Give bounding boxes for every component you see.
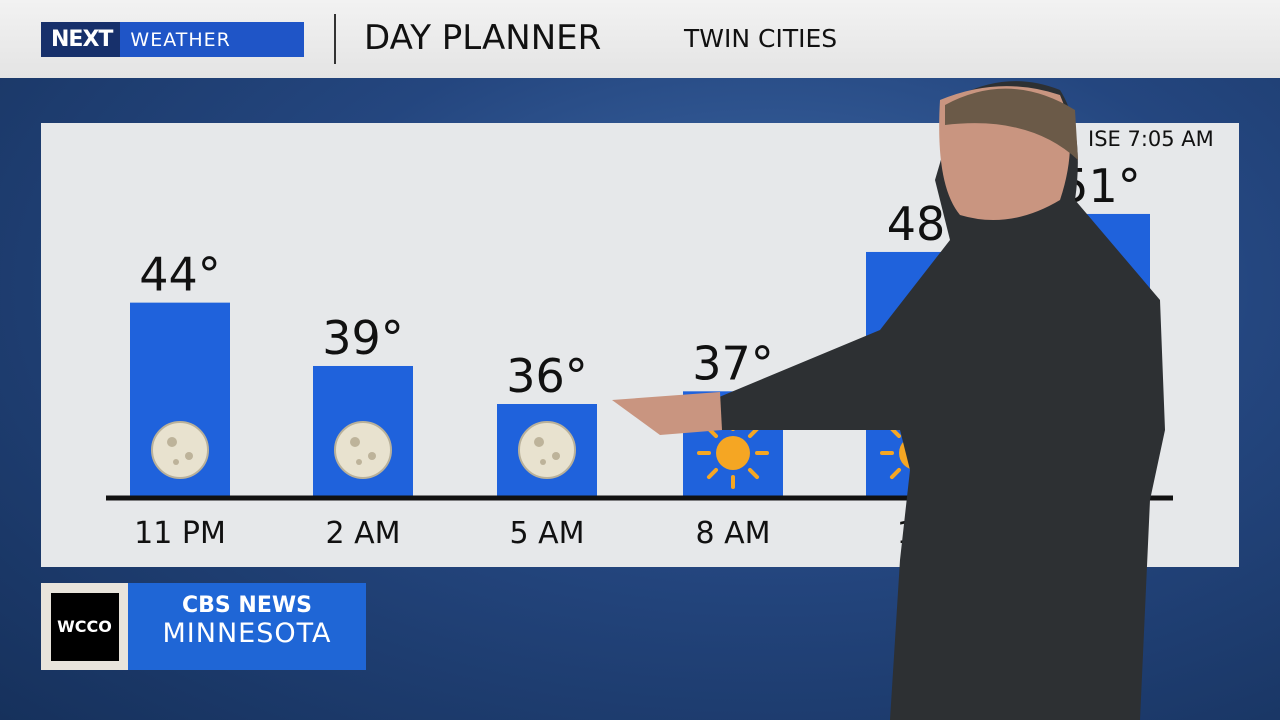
x-tick-label: 5 AM — [509, 516, 584, 551]
brand-next: NEXT — [41, 22, 121, 57]
x-tick-label: 11 PM — [134, 516, 226, 551]
cbs-news-minnesota-logo: WCCO CBS NEWS MINNESOTA — [41, 583, 366, 670]
wcco-logo: WCCO — [50, 592, 119, 661]
bar-group: 36° 5 AM — [497, 349, 597, 551]
x-tick-label: 8 AM — [695, 516, 770, 551]
x-tick-label: 2 AM — [325, 516, 400, 551]
sunrise-time: ISE 7:05 AM — [1088, 127, 1214, 151]
presenter-hand — [612, 392, 722, 435]
brand-weather: WEATHER — [130, 28, 231, 51]
cbs-news-label: CBS NEWS — [182, 593, 312, 618]
minnesota-label: MINNESOTA — [162, 618, 332, 649]
presenter-body — [712, 81, 1165, 720]
moon-icon — [518, 421, 576, 479]
next-weather-logo: NEXT WEATHER — [41, 22, 304, 57]
bar-value-label: 36° — [506, 349, 588, 403]
bar-value-label: 48 — [887, 197, 946, 251]
bar-group: 39° 2 AM — [313, 311, 413, 551]
presenter-hair — [945, 88, 1078, 160]
header-bar: NEXT WEATHER DAY PLANNER TWIN CITIES — [0, 0, 1280, 78]
bar-value-label: 44° — [139, 248, 221, 302]
location-label: TWIN CITIES — [684, 24, 838, 53]
bar-value-label: 39° — [322, 311, 404, 365]
moon-icon — [334, 421, 392, 479]
sun-icon — [697, 417, 769, 489]
header-divider — [334, 14, 336, 64]
page-title: DAY PLANNER — [364, 18, 602, 58]
bar-group: 37°8 AM — [683, 336, 783, 551]
bar-group: 44° 11 PM — [130, 248, 230, 551]
moon-icon — [151, 421, 209, 479]
